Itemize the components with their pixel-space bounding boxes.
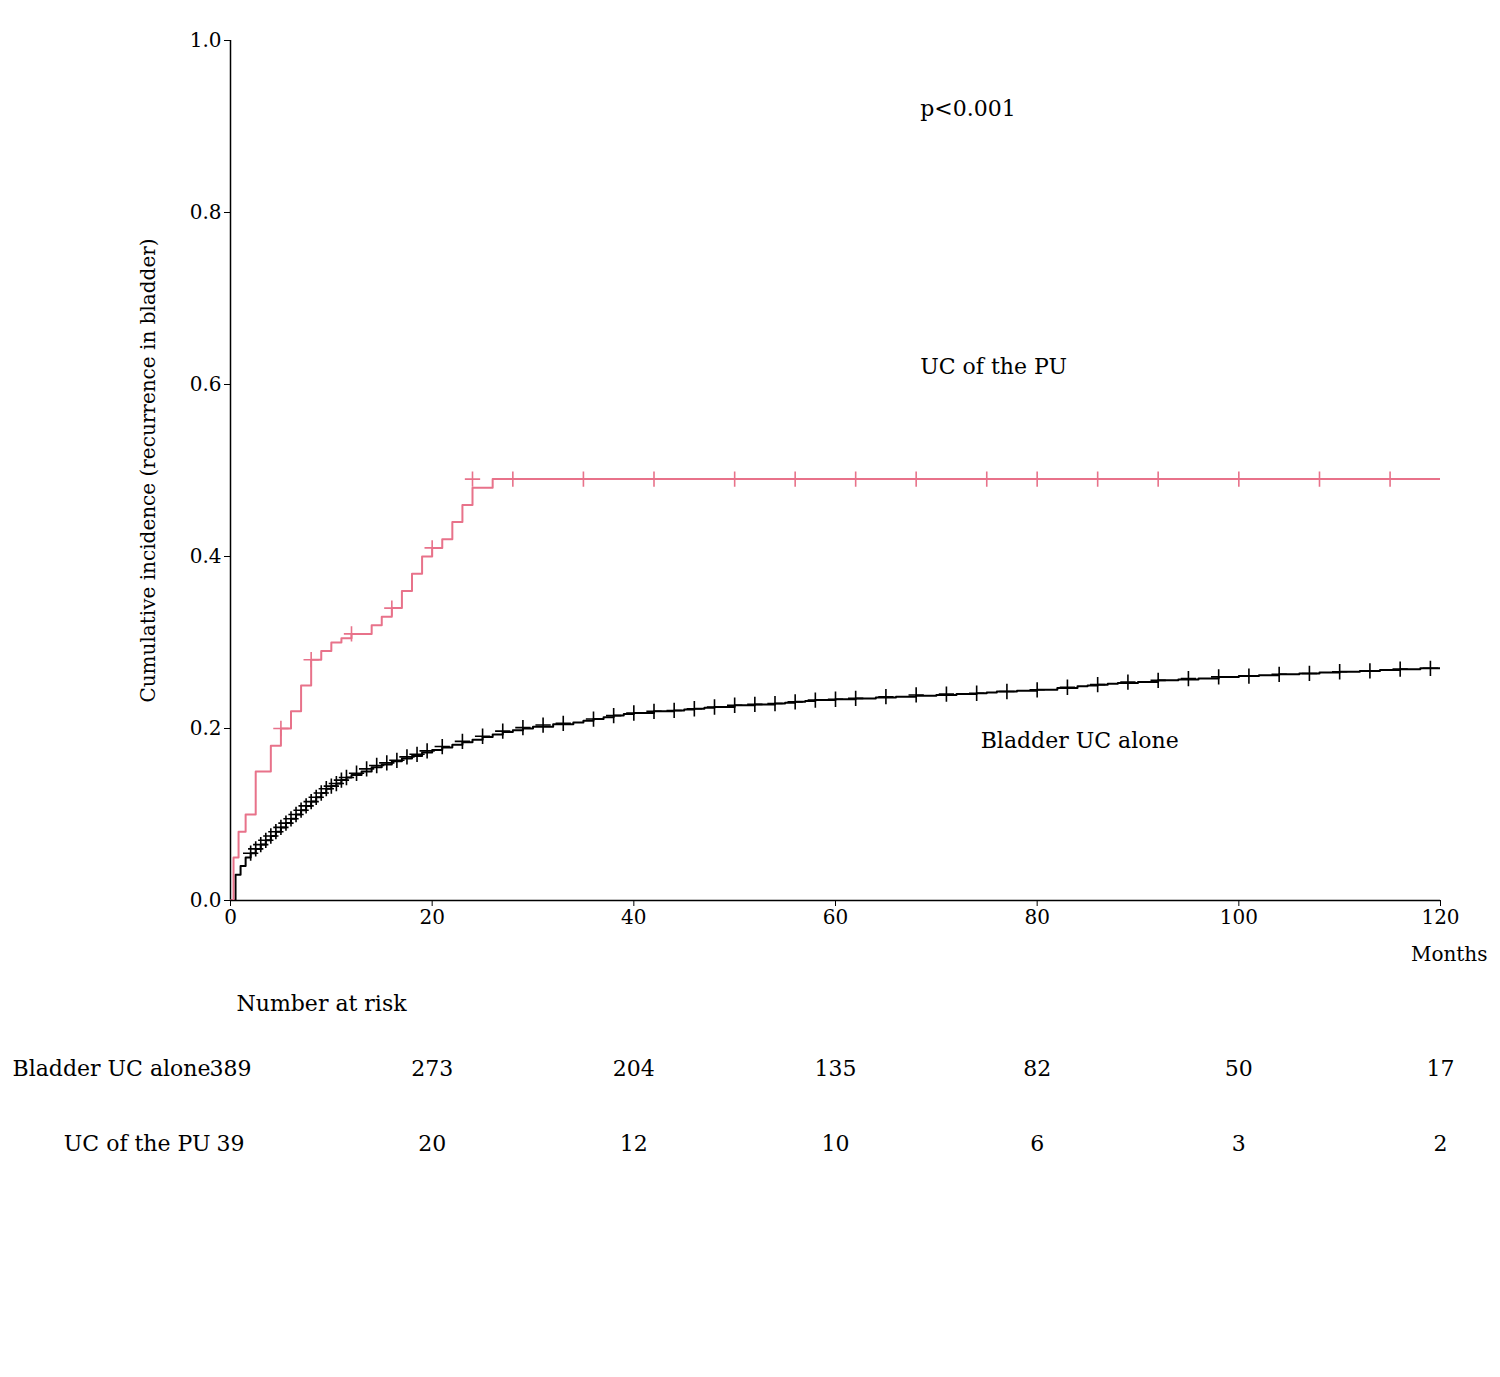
svg-text:120: 120 (1421, 905, 1459, 929)
svg-text:Number at risk: Number at risk (237, 991, 408, 1016)
svg-text:39: 39 (217, 1131, 245, 1156)
svg-text:82: 82 (1023, 1056, 1051, 1081)
svg-text:10: 10 (822, 1131, 850, 1156)
svg-text:0.8: 0.8 (190, 200, 222, 224)
svg-text:Cumulative incidence (recurren: Cumulative incidence (recurrence in blad… (136, 238, 160, 702)
svg-text:80: 80 (1024, 905, 1049, 929)
svg-text:273: 273 (411, 1056, 453, 1081)
svg-text:6: 6 (1030, 1131, 1044, 1156)
svg-text:0.4: 0.4 (190, 544, 222, 568)
svg-text:3: 3 (1232, 1131, 1246, 1156)
svg-text:UC of the PU: UC of the PU (64, 1131, 211, 1156)
svg-text:Bladder UC alone: Bladder UC alone (13, 1056, 211, 1081)
svg-text:60: 60 (823, 905, 848, 929)
svg-text:20: 20 (419, 905, 444, 929)
svg-text:2: 2 (1434, 1131, 1448, 1156)
svg-text:UC of the PU: UC of the PU (920, 354, 1067, 379)
svg-text:0.0: 0.0 (190, 888, 222, 912)
svg-text:135: 135 (815, 1056, 857, 1081)
svg-text:20: 20 (418, 1131, 446, 1156)
svg-text:0: 0 (224, 905, 237, 929)
svg-text:100: 100 (1220, 905, 1258, 929)
svg-text:12: 12 (620, 1131, 648, 1156)
svg-text:0.2: 0.2 (190, 716, 222, 740)
svg-text:Months: Months (1411, 942, 1488, 966)
svg-text:50: 50 (1225, 1056, 1253, 1081)
svg-text:204: 204 (613, 1056, 655, 1081)
svg-text:Bladder UC alone: Bladder UC alone (981, 728, 1179, 753)
svg-text:p<0.001: p<0.001 (920, 96, 1016, 121)
svg-text:0.6: 0.6 (190, 372, 222, 396)
svg-text:389: 389 (210, 1056, 252, 1081)
svg-text:1.0: 1.0 (190, 28, 222, 52)
svg-text:17: 17 (1427, 1056, 1455, 1081)
svg-text:40: 40 (621, 905, 646, 929)
